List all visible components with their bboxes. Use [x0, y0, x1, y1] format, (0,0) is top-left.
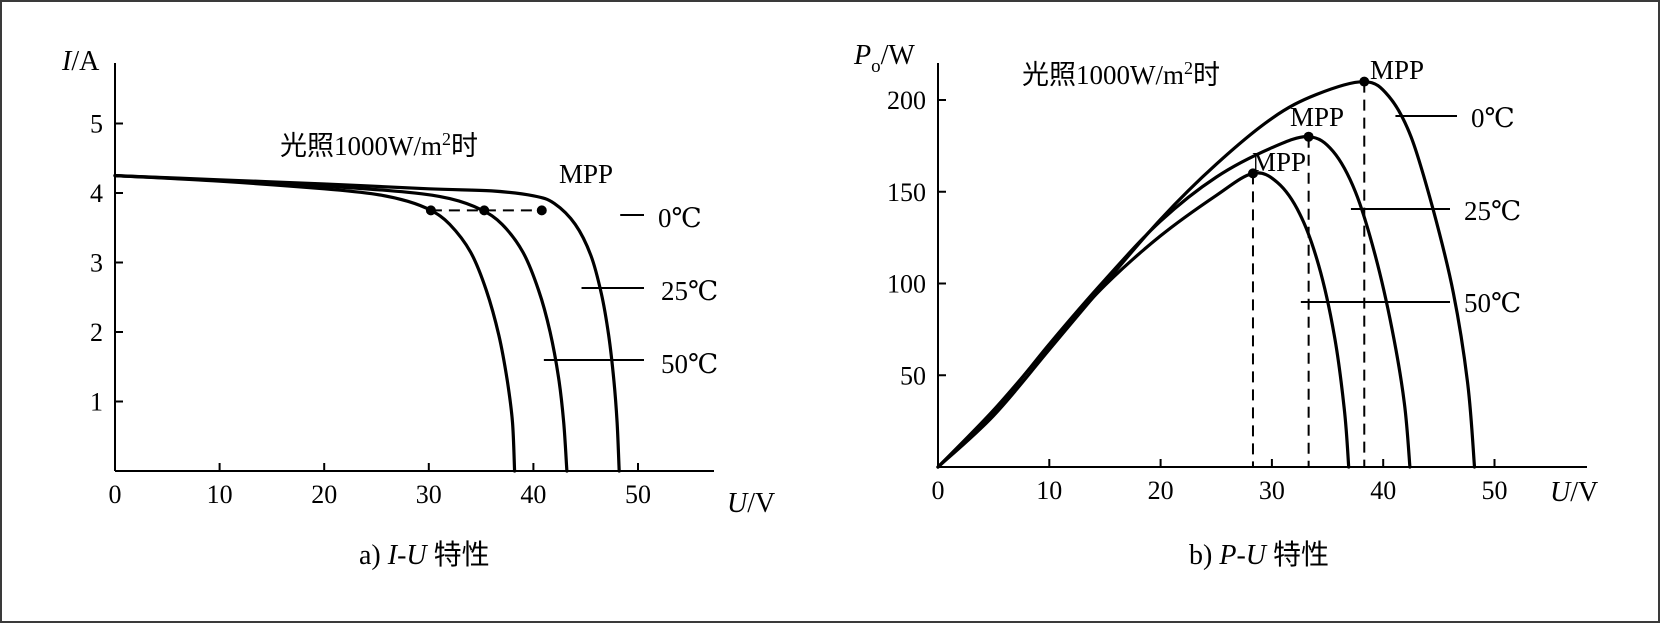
pu-x-tick-label: 20	[1148, 476, 1174, 505]
pu-y-tick-label: 200	[887, 86, 926, 115]
iu-x-tick-label: 50	[625, 480, 651, 509]
pu-x-tick-label: 40	[1370, 476, 1396, 505]
pu-leaders	[1300, 115, 1457, 303]
pu-mpp-label-0c: MPP	[1370, 55, 1424, 85]
iu-caption: a) I-U 特性	[359, 539, 490, 571]
iu-mpp-point-2	[536, 205, 547, 216]
iu-x-axis-title: U/V	[727, 488, 775, 519]
iu-mpp-points	[425, 205, 547, 216]
iu-mpp-point-1	[479, 205, 490, 216]
pu-ticks: 0 10 20 30 40 50 50 100 150 200	[887, 86, 1508, 505]
pu-caption: b) P-U 特性	[1189, 539, 1329, 571]
iu-mpp-label: MPP	[559, 159, 613, 189]
iu-y-tick-label: 3	[90, 249, 103, 278]
pu-x-tick-label: 30	[1259, 476, 1285, 505]
iu-series-line-0	[113, 174, 621, 473]
iu-y-tick-label: 1	[90, 388, 103, 417]
pu-y-axis-title: Po/W	[853, 40, 915, 77]
pu-x-axis-title: U/V	[1550, 477, 1598, 508]
pu-x-tick-label: 10	[1036, 476, 1062, 505]
pu-chart: 0 10 20 30 40 50 50 100 150 200 Po/W U/V 光照1000W/…	[853, 40, 1598, 571]
iu-x-tick-label: 10	[207, 480, 233, 509]
pu-mpp-label-25c: MPP	[1290, 102, 1344, 132]
pu-y-tick-label: 50	[900, 361, 926, 390]
pu-mpp-point-0	[1359, 76, 1370, 87]
pu-x-tick-label: 0	[932, 476, 945, 505]
iu-ticks: 0 10 20 30 40 50 1 2 3 4 5	[90, 110, 651, 510]
iu-x-tick-label: 0	[109, 480, 122, 509]
iu-x-tick-label: 20	[311, 480, 337, 509]
iu-y-tick-label: 4	[90, 179, 103, 208]
pu-series-label-25c: 25℃	[1464, 196, 1521, 226]
pu-x-tick-label: 50	[1482, 476, 1508, 505]
pu-mpp-point-1	[1303, 131, 1314, 142]
pu-curves	[936, 80, 1477, 469]
iu-chart: 0 10 20 30 40 50 1 2 3 4 5 I/A U/V 光照1000W/m2时 MPP…	[61, 46, 775, 571]
pu-mpp-points	[1247, 76, 1370, 179]
iu-mpp-point-0	[425, 205, 436, 216]
iu-irradiance-annotation: 光照1000W/m2时	[280, 129, 478, 161]
pu-mpp-point-2	[1247, 168, 1258, 179]
iu-y-tick-label: 2	[90, 318, 103, 347]
iu-curves	[113, 174, 621, 473]
iu-series-label-25c: 25℃	[661, 276, 718, 306]
pu-irradiance-annotation: 光照1000W/m2时	[1022, 58, 1220, 90]
pu-series-label-0c: 0℃	[1471, 103, 1515, 133]
pu-series-line-2	[936, 171, 1351, 469]
pu-series-line-0	[936, 80, 1477, 469]
pu-y-tick-label: 100	[887, 270, 926, 299]
iu-series-line-2	[113, 174, 517, 473]
pu-mpp-label-50c: MPP	[1252, 147, 1306, 177]
pu-y-tick-label: 150	[887, 178, 926, 207]
iu-x-tick-label: 40	[520, 480, 546, 509]
iu-series-label-50c: 50℃	[661, 349, 718, 379]
pu-series-label-50c: 50℃	[1464, 288, 1521, 318]
iu-y-tick-label: 5	[90, 110, 103, 139]
iu-leaders	[543, 214, 644, 361]
iu-x-tick-label: 30	[416, 480, 442, 509]
iu-series-line-1	[113, 174, 569, 473]
iu-y-axis-title: I/A	[61, 46, 100, 77]
iu-series-label-0c: 0℃	[658, 203, 702, 233]
